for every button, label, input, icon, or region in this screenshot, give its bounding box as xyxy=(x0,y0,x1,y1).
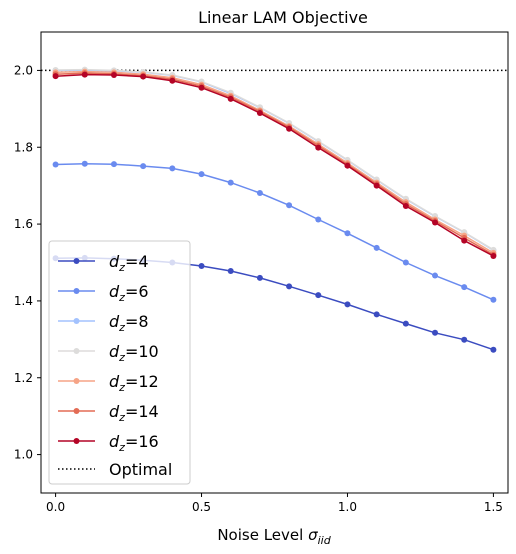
legend-swatch-marker xyxy=(73,438,80,444)
data-point xyxy=(432,219,439,226)
y-axis: 1.0 1.2 1.4 1.6 1.8 2.0 xyxy=(14,63,41,462)
series-line xyxy=(55,69,494,251)
x-axis: 0.0 0.5 1.0 1.5 xyxy=(46,493,503,514)
data-point xyxy=(402,320,409,327)
data-point xyxy=(81,71,88,78)
data-point xyxy=(140,163,147,170)
series-d_z=10 xyxy=(52,66,497,253)
series-d_z=6 xyxy=(52,160,497,303)
plot-frame xyxy=(40,31,509,494)
y-tick-label: 1.8 xyxy=(14,140,33,154)
y-tick-label: 1.6 xyxy=(14,217,33,231)
data-point xyxy=(344,162,351,169)
legend-swatch-marker xyxy=(73,318,80,324)
legend-box xyxy=(48,240,191,485)
data-point xyxy=(52,161,59,168)
legend-label: dz=6 xyxy=(109,282,149,304)
series-line xyxy=(55,72,494,256)
data-point xyxy=(373,244,380,251)
legend-swatch-marker xyxy=(73,408,80,414)
data-point xyxy=(490,252,497,259)
data-point xyxy=(402,259,409,266)
data-point xyxy=(315,216,322,223)
legend-item: dz=16 xyxy=(58,432,159,454)
plot-area xyxy=(41,66,508,353)
legend-swatch-marker xyxy=(73,378,80,384)
data-point xyxy=(461,336,468,343)
data-point xyxy=(315,292,322,299)
data-point xyxy=(198,171,205,178)
data-point xyxy=(110,72,117,79)
x-axis-label-symbol: σ xyxy=(308,526,318,544)
series-d_z=12 xyxy=(52,68,497,256)
legend-label: dz=10 xyxy=(109,342,159,364)
y-tick-label: 1.4 xyxy=(14,294,33,308)
x-tick-label: 0.0 xyxy=(46,500,65,514)
x-tick-label: 1.0 xyxy=(338,500,357,514)
legend-label: Optimal xyxy=(109,460,172,479)
data-point xyxy=(140,73,147,80)
data-point xyxy=(490,346,497,353)
data-point xyxy=(373,182,380,189)
legend-item: dz=6 xyxy=(58,282,149,304)
data-point xyxy=(373,311,380,318)
y-tick-label: 1.0 xyxy=(14,448,33,462)
data-point xyxy=(315,144,322,151)
series-line xyxy=(55,163,494,301)
data-point xyxy=(432,329,439,336)
data-point xyxy=(227,95,234,102)
data-point xyxy=(286,125,293,132)
series-line xyxy=(55,70,494,254)
x-axis-label-subscript: iid xyxy=(318,534,332,547)
x-axis-label-main: Noise Level xyxy=(217,526,308,544)
data-point xyxy=(402,203,409,210)
data-point xyxy=(52,73,59,80)
data-point xyxy=(169,77,176,84)
legend-label: dz=16 xyxy=(109,432,159,454)
data-point xyxy=(198,262,205,269)
series-line xyxy=(55,68,494,251)
legend-item: dz=12 xyxy=(58,372,159,394)
x-axis-label: Noise Level σiid xyxy=(217,526,331,547)
data-point xyxy=(461,284,468,291)
data-point xyxy=(432,272,439,279)
series-line xyxy=(55,73,494,257)
legend-item-optimal: Optimal xyxy=(58,460,172,479)
legend-swatch-marker xyxy=(73,288,80,294)
x-tick-label: 1.5 xyxy=(484,500,503,514)
legend-item: dz=8 xyxy=(58,312,149,334)
data-point xyxy=(344,230,351,237)
data-point xyxy=(286,202,293,209)
data-point xyxy=(227,267,234,274)
y-tick-label: 2.0 xyxy=(14,63,33,77)
legend-item: dz=10 xyxy=(58,342,159,364)
data-point xyxy=(256,274,263,281)
legend-label: dz=14 xyxy=(109,402,159,424)
series-d_z=8 xyxy=(52,67,497,254)
legend: dz=4 dz=6 dz=8 dz=10 dz=12 dz=14 dz=16 Optimal xyxy=(48,240,191,485)
data-point xyxy=(461,237,468,244)
data-point xyxy=(344,301,351,308)
data-point xyxy=(198,84,205,91)
data-point xyxy=(256,189,263,196)
legend-label: dz=12 xyxy=(109,372,159,394)
legend-item: dz=4 xyxy=(58,252,149,274)
legend-item: dz=14 xyxy=(58,402,159,424)
x-tick-label: 0.5 xyxy=(192,500,211,514)
data-point xyxy=(81,160,88,167)
data-point xyxy=(286,283,293,290)
data-point xyxy=(227,179,234,186)
data-point xyxy=(490,296,497,303)
chart-title: Linear LAM Objective xyxy=(198,8,368,27)
data-point xyxy=(169,165,176,172)
legend-swatch-marker xyxy=(73,348,80,354)
legend-label: dz=8 xyxy=(109,312,149,334)
legend-label: dz=4 xyxy=(109,252,149,274)
data-point xyxy=(110,161,117,168)
y-tick-label: 1.2 xyxy=(14,371,33,385)
data-point xyxy=(256,110,263,117)
series-d_z=16 xyxy=(52,71,497,259)
legend-swatch-marker xyxy=(73,258,80,264)
